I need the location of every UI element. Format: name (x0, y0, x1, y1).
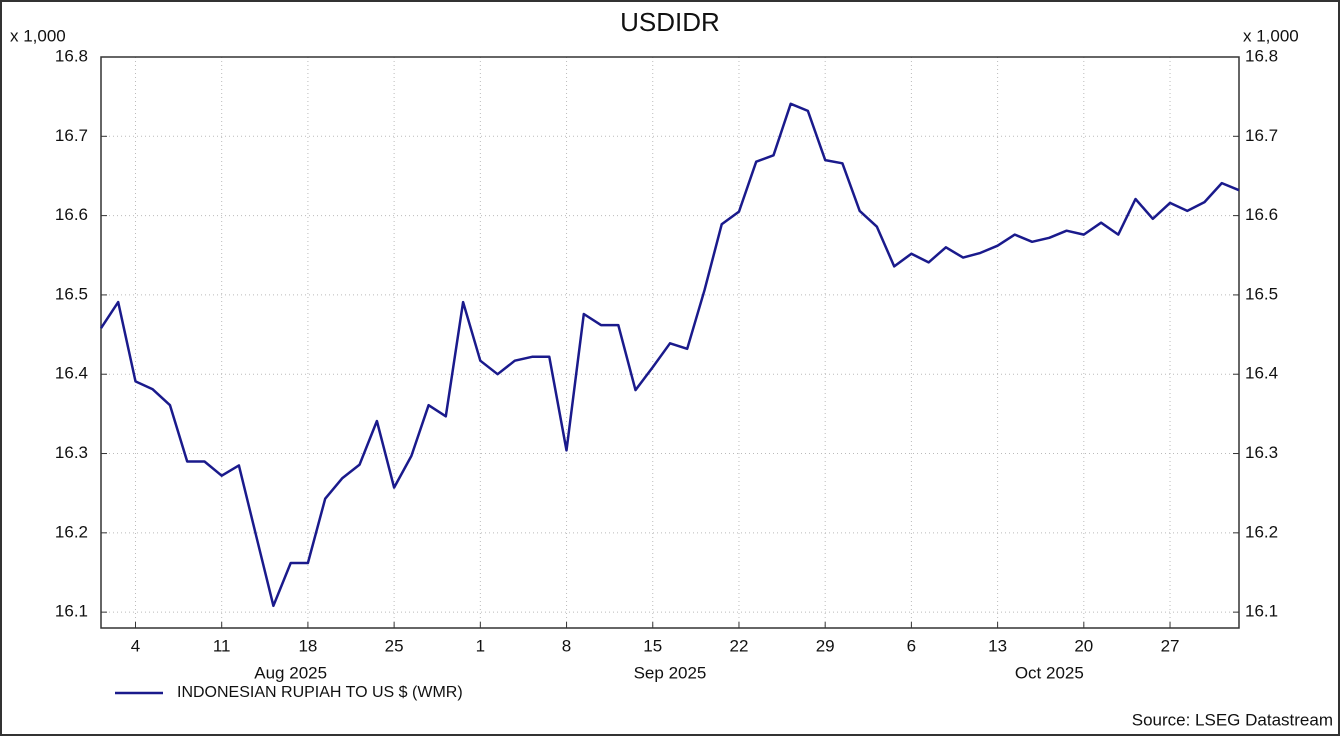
x-tick-label: 22 (730, 636, 749, 655)
y2-tick-label: 16.1 (1245, 602, 1278, 621)
y-tick-label: 16.5 (55, 284, 88, 303)
legend-label: INDONESIAN RUPIAH TO US $ (WMR) (177, 684, 463, 701)
y2-tick-label: 16.5 (1245, 284, 1278, 303)
plot-area (100, 56, 1240, 629)
x-tick-label: 18 (298, 636, 317, 655)
x-tick-label: 8 (562, 636, 571, 655)
month-label: Aug 2025 (254, 663, 327, 682)
month-label: Oct 2025 (1015, 663, 1084, 682)
y2-tick-label: 16.6 (1245, 205, 1278, 224)
x-tick-label: 11 (213, 636, 231, 655)
x-tick-label: 25 (385, 636, 404, 655)
y-tick-label: 16.6 (55, 205, 88, 224)
x-tick-label: 4 (131, 636, 140, 655)
y2-tick-label: 16.7 (1245, 126, 1278, 145)
chart-title: USDIDR (620, 7, 720, 37)
x-tick-label: 27 (1161, 636, 1180, 655)
x-tick-label: 13 (988, 636, 1007, 655)
y-tick-label: 16.8 (55, 46, 88, 65)
y2-unit: x 1,000 (1243, 26, 1299, 45)
x-tick-label: 20 (1074, 636, 1093, 655)
x-tick-label: 15 (643, 636, 662, 655)
x-tick-label: 6 (907, 636, 916, 655)
y-tick-label: 16.4 (55, 364, 88, 383)
y2-tick-label: 16.3 (1245, 443, 1278, 462)
x-tick-label: 1 (476, 636, 485, 655)
y-tick-label: 16.1 (55, 602, 88, 621)
y2-tick-label: 16.2 (1245, 522, 1278, 541)
y-tick-label: 16.7 (55, 126, 88, 145)
y-unit: x 1,000 (10, 26, 66, 45)
data-line (99, 102, 1240, 608)
month-label: Sep 2025 (634, 663, 707, 682)
y2-tick-label: 16.8 (1245, 46, 1278, 65)
y-tick-label: 16.2 (55, 522, 88, 541)
y2-tick-label: 16.4 (1245, 364, 1278, 383)
source: Source: LSEG Datastream (1132, 710, 1333, 729)
y-tick-label: 16.3 (55, 443, 88, 462)
x-tick-label: 29 (816, 636, 835, 655)
